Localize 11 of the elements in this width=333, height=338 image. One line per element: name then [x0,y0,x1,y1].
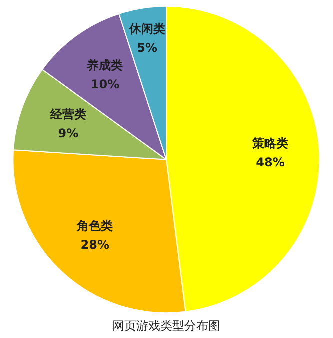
text: 网页游戏类型分布图 [112,318,220,333]
slice-label: 休闲类 [128,22,166,36]
slice-label: 养成类 [86,58,124,73]
data-label: 28% [80,238,110,252]
slice-label: 策略类 [252,136,289,150]
slice-label: 角色类 [76,218,114,233]
data-label: 9% [58,126,79,141]
data-label: 5% [137,40,158,55]
data-label: 10% [90,78,120,92]
data-label: 48% [256,155,285,170]
slice-label: 经营类 [49,108,86,122]
